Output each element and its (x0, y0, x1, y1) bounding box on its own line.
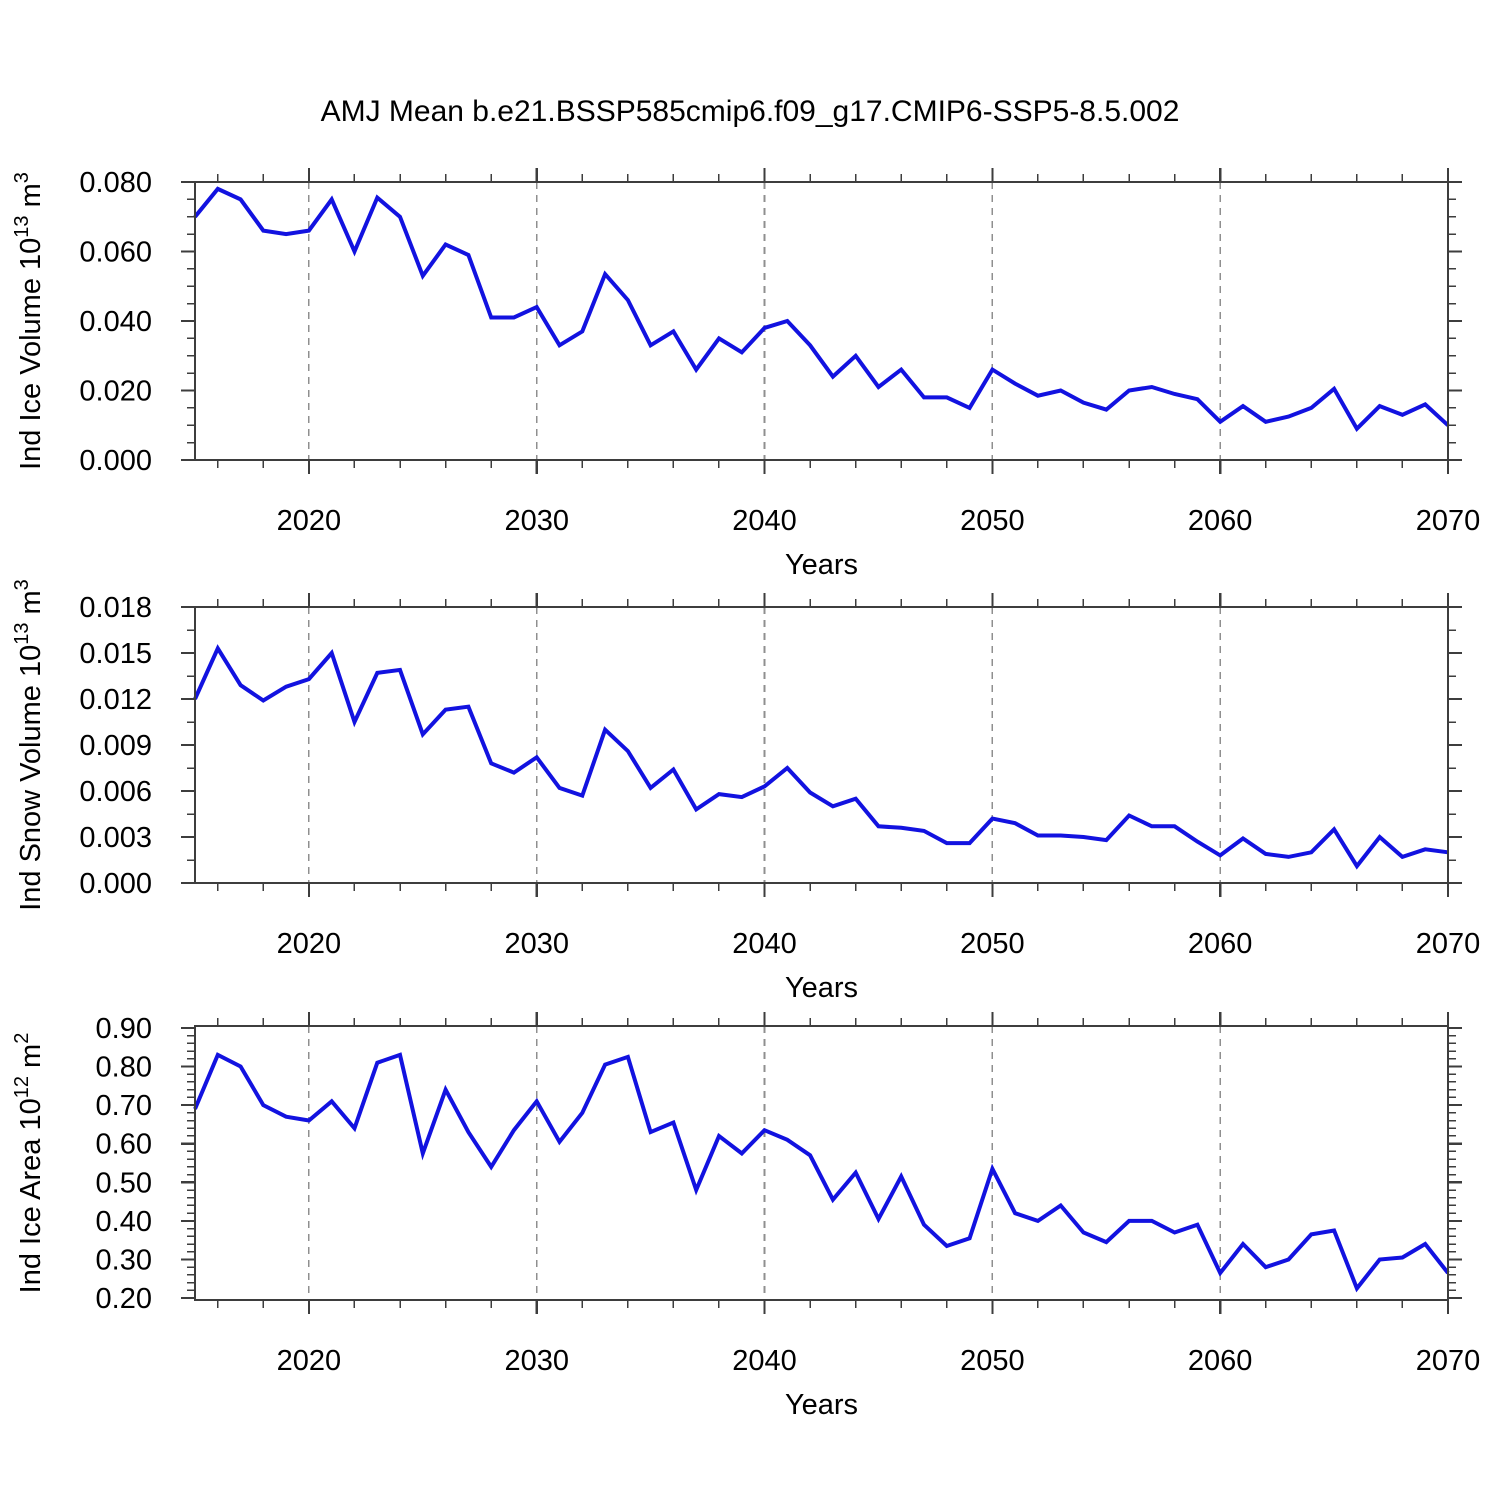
y-tick-label: 0.50 (96, 1167, 152, 1199)
panel-frame (193, 1024, 1450, 1302)
x-axis-title: Years (785, 549, 858, 581)
x-tick-label: 2060 (1188, 928, 1253, 960)
x-tick-label: 2050 (960, 1345, 1025, 1377)
ice-area-series-line (193, 1052, 1450, 1293)
y-axis-title: Ind Ice Volume 1013 m3 (11, 172, 47, 470)
x-tick-label: 2040 (732, 505, 797, 537)
x-tick-label: 2050 (960, 505, 1025, 537)
panel-snow-volume: 0.000 0.003 0.006 0.009 0.012 0.015 0.018 2020 2… (11, 579, 1480, 1004)
x-tick-label: 2070 (1416, 1345, 1481, 1377)
y-tick-label: 0.012 (79, 684, 152, 716)
snow-volume-series-line (193, 644, 1449, 870)
y-tick-label: 0.003 (79, 822, 152, 854)
y-tick-label: 0.60 (96, 1129, 152, 1161)
y-tick-label: 0.015 (79, 638, 152, 670)
x-tick-label: 2030 (504, 928, 569, 960)
y-tick-label: 0.060 (79, 237, 152, 269)
x-tick-label: 2040 (732, 1345, 797, 1377)
x-axis-title: Years (785, 972, 858, 1004)
y-tick-label: 0.040 (79, 306, 152, 338)
x-tick-label: 2050 (960, 928, 1025, 960)
x-tick-label: 2040 (732, 928, 797, 960)
y-tick-label: 0.90 (96, 1013, 152, 1045)
y-tick-label: 0.70 (96, 1090, 152, 1122)
x-axis-title: Years (785, 1389, 858, 1421)
y-tick-label: 0.80 (96, 1052, 152, 1084)
x-tick-label: 2030 (504, 1345, 569, 1377)
y-tick-label: 0.018 (79, 592, 152, 624)
y-tick-label: 0.000 (79, 445, 152, 477)
chart-title: AMJ Mean b.e21.BSSP585cmip6.f09_g17.CMIP… (320, 95, 1180, 128)
x-tick-label: 2020 (277, 928, 342, 960)
y-tick-label: 0.30 (96, 1244, 152, 1276)
y-axis-title: Ind Snow Volume 1013 m3 (11, 579, 47, 911)
y-tick-label: 0.006 (79, 776, 152, 808)
x-tick-label: 2060 (1188, 1345, 1253, 1377)
x-tick-label: 2020 (277, 1345, 342, 1377)
ice-volume-series-line (193, 186, 1450, 432)
x-tick-label: 2060 (1188, 505, 1253, 537)
x-tick-label: 2030 (504, 505, 569, 537)
y-axis-title: Ind Ice Area 1012 m2 (11, 1033, 47, 1294)
x-tick-label: 2070 (1416, 928, 1481, 960)
panel-ice-volume: 0.000 0.020 0.040 0.060 0.080 2020 2030 2040 205… (11, 167, 1480, 581)
y-tick-label: 0.20 (96, 1283, 152, 1315)
y-tick-label: 0.020 (79, 376, 152, 408)
y-tick-label: 0.000 (79, 868, 152, 900)
x-tick-label: 2020 (277, 505, 342, 537)
y-tick-label: 0.009 (79, 730, 152, 762)
panel-ice-area: 0.20 0.30 0.40 0.50 0.60 0.70 0.80 0.90 2020 2030… (11, 1012, 1480, 1421)
y-tick-label: 0.080 (79, 167, 152, 199)
y-tick-label: 0.40 (96, 1206, 152, 1238)
x-tick-label: 2070 (1416, 505, 1481, 537)
panel-frame (193, 605, 1450, 885)
